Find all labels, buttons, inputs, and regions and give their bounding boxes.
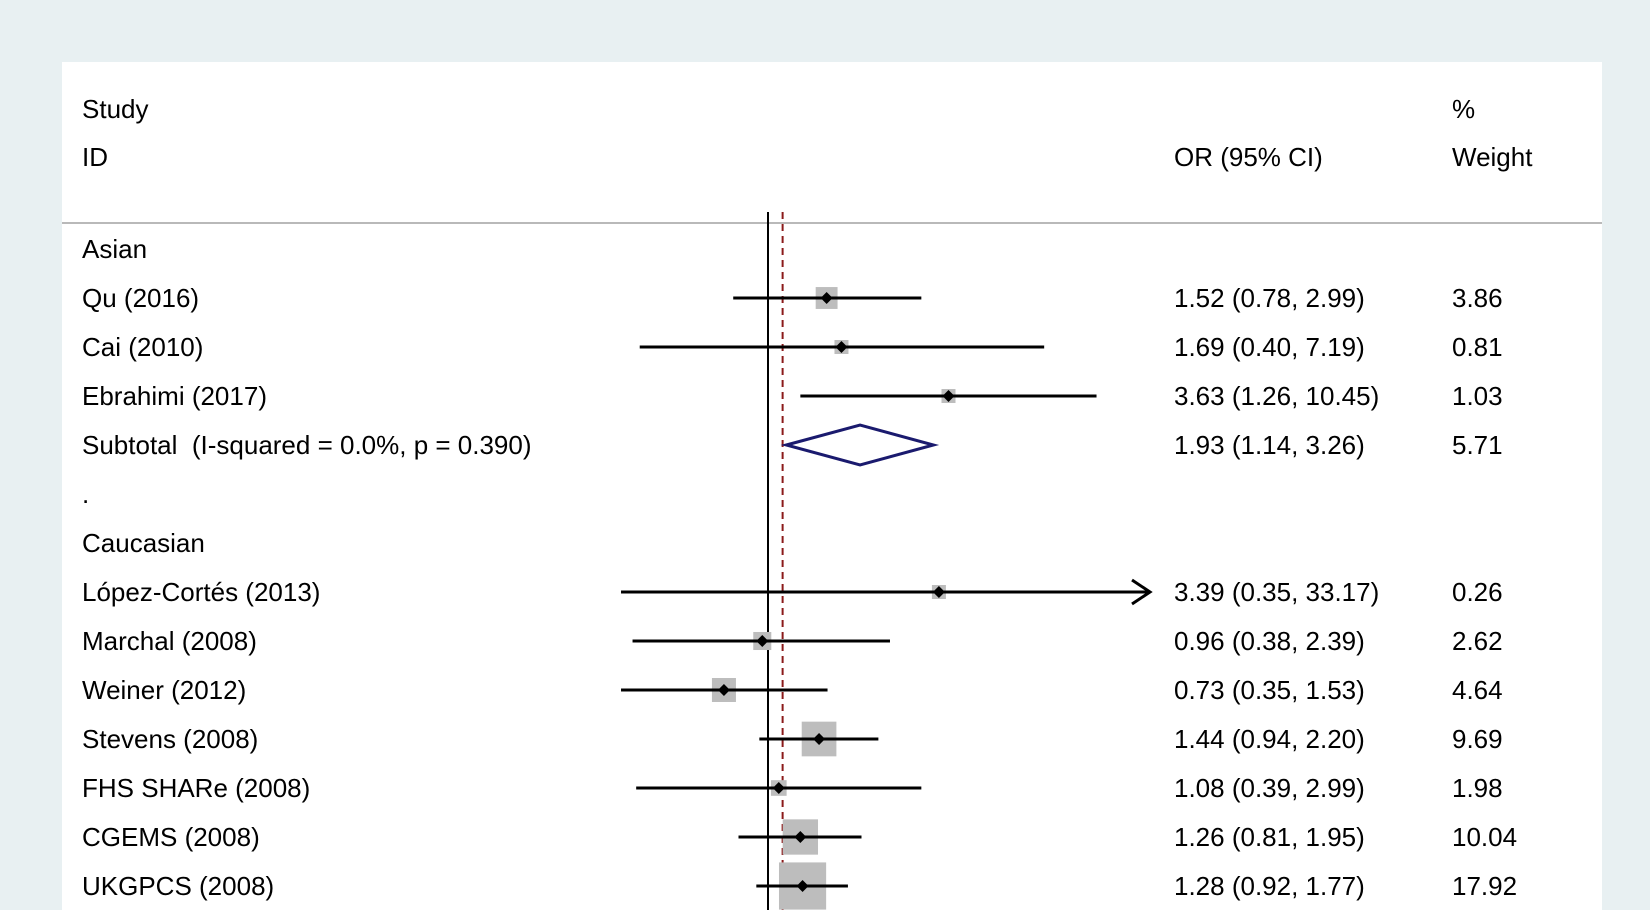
point-estimate bbox=[796, 880, 809, 892]
row-label: Subtotal (I-squared = 0.0%, p = 0.390) bbox=[82, 430, 532, 460]
header-or-ci: OR (95% CI) bbox=[1174, 142, 1323, 172]
or-ci-value: 0.73 (0.35, 1.53) bbox=[1174, 675, 1365, 705]
weight-value: 0.26 bbox=[1452, 577, 1503, 607]
or-ci-value: 1.44 (0.94, 2.20) bbox=[1174, 724, 1365, 754]
weight-value: 1.98 bbox=[1452, 773, 1503, 803]
row-label: Ebrahimi (2017) bbox=[82, 381, 267, 411]
header-study: Study bbox=[82, 94, 149, 124]
or-ci-value: 1.28 (0.92, 1.77) bbox=[1174, 871, 1365, 901]
header-percent: % bbox=[1452, 94, 1476, 124]
point-estimate bbox=[820, 292, 833, 304]
header-id: ID bbox=[82, 142, 108, 172]
subtotal-diamond bbox=[780, 423, 940, 467]
point-estimate bbox=[756, 635, 769, 647]
weight-value: 17.92 bbox=[1452, 871, 1518, 901]
or-ci-value: 3.39 (0.35, 33.17) bbox=[1174, 577, 1380, 607]
header-divider bbox=[62, 222, 1602, 224]
or-ci-value: 1.93 (1.14, 3.26) bbox=[1174, 430, 1365, 460]
row-label: UKGPCS (2008) bbox=[82, 871, 275, 901]
weight-value: 9.69 bbox=[1452, 724, 1503, 754]
weight-value: 1.03 bbox=[1452, 381, 1503, 411]
row-label: Weiner (2012) bbox=[82, 675, 247, 705]
or-ci-value: 0.96 (0.38, 2.39) bbox=[1174, 626, 1365, 656]
row-label: Stevens (2008) bbox=[82, 724, 259, 754]
or-ci-value: 1.08 (0.39, 2.99) bbox=[1174, 773, 1365, 803]
weight-value: 2.62 bbox=[1452, 626, 1503, 656]
row-label: Asian bbox=[82, 234, 148, 264]
ci-clip-arrow bbox=[1131, 578, 1153, 606]
row-label: López-Cortés (2013) bbox=[82, 577, 321, 607]
row-label: CGEMS (2008) bbox=[82, 822, 260, 852]
point-estimate bbox=[772, 782, 785, 794]
point-estimate bbox=[942, 390, 955, 402]
or-ci-value: 1.52 (0.78, 2.99) bbox=[1174, 283, 1365, 313]
weight-value: 3.86 bbox=[1452, 283, 1503, 313]
forest-plot-panel: Study ID OR (95% CI) % Weight Asian Qu (2… bbox=[62, 62, 1602, 910]
point-estimate bbox=[813, 733, 826, 745]
point-estimate bbox=[932, 586, 945, 598]
row-label: Qu (2016) bbox=[82, 283, 200, 313]
weight-value: 5.71 bbox=[1452, 430, 1503, 460]
row-label: . bbox=[82, 479, 90, 509]
weight-value: 0.81 bbox=[1452, 332, 1503, 362]
forest-plot-svg bbox=[621, 212, 1153, 910]
or-ci-value: 1.69 (0.40, 7.19) bbox=[1174, 332, 1365, 362]
row-label: Caucasian bbox=[82, 528, 205, 558]
point-estimate bbox=[794, 831, 807, 843]
row-label: FHS SHARe (2008) bbox=[82, 773, 311, 803]
or-ci-value: 3.63 (1.26, 10.45) bbox=[1174, 381, 1380, 411]
point-estimate bbox=[835, 341, 848, 353]
point-estimate bbox=[717, 684, 730, 696]
weight-value: 4.64 bbox=[1452, 675, 1503, 705]
weight-value: 10.04 bbox=[1452, 822, 1518, 852]
or-ci-value: 1.26 (0.81, 1.95) bbox=[1174, 822, 1365, 852]
row-label: Cai (2010) bbox=[82, 332, 204, 362]
row-label: Marchal (2008) bbox=[82, 626, 257, 656]
header-weight: Weight bbox=[1452, 142, 1533, 172]
